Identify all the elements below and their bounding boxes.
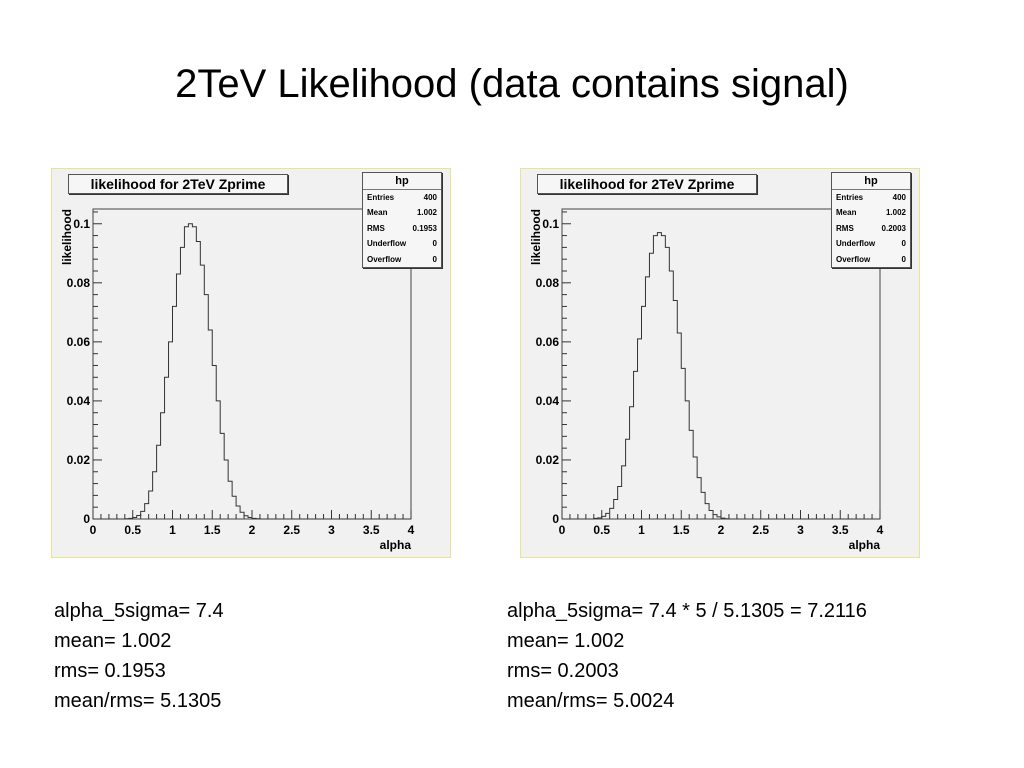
histogram-panel-left: 0 0.5 1 1.5 2 2.5 3 3.5 4 0 0.02 0.04 0.06 0.08 0.1 alp… xyxy=(51,168,451,558)
stats-row-overflow: Overflow 0 xyxy=(363,252,441,267)
stats-box: hp Entries 400 Mean 1.002 RMS 0.2003 Underf… xyxy=(831,172,911,268)
x-tick-label: 2 xyxy=(249,523,256,537)
stats-row-entries: Entries 400 xyxy=(832,190,910,205)
histogram-chart: 0 0.5 1 1.5 2 2.5 3 3.5 4 0 0.02 0.04 0.06 0.08 0.1 alp… xyxy=(529,208,884,552)
stats-value: 1.002 xyxy=(885,208,906,218)
notes-left: alpha_5sigma= 7.4 mean= 1.002 rms= 0.195… xyxy=(54,596,224,716)
stats-label: Mean xyxy=(367,208,388,218)
plot-title: likelihood for 2TeV Zprime xyxy=(537,174,757,194)
x-tick-label: 2.5 xyxy=(752,523,769,537)
x-tick-label: 0.5 xyxy=(593,523,610,537)
stats-value: 0 xyxy=(901,254,906,264)
stats-value: 0 xyxy=(432,254,437,264)
stats-value: 400 xyxy=(423,193,437,202)
stats-label: Entries xyxy=(836,193,864,202)
note-rms: rms= 0.1953 xyxy=(54,660,166,682)
x-tick-label: 0.5 xyxy=(124,523,141,537)
histogram-chart: 0 0.5 1 1.5 2 2.5 3 3.5 4 0 0.02 0.04 0.06 0.08 0.1 alp… xyxy=(60,208,415,552)
y-axis-label: likelihood xyxy=(529,209,543,265)
slide-title: 2TeV Likelihood (data contains signal) xyxy=(175,62,849,106)
histogram-panel-right: 0 0.5 1 1.5 2 2.5 3 3.5 4 0 0.02 0.04 0.06 0.08 0.1 alp… xyxy=(520,168,920,558)
x-tick-label: 3 xyxy=(328,523,335,537)
note-alpha-5sigma: alpha_5sigma= 7.4 xyxy=(54,600,224,622)
stats-value: 0 xyxy=(901,239,906,249)
y-tick-label: 0 xyxy=(552,512,559,526)
x-tick-label: 0 xyxy=(559,523,566,537)
y-tick-label: 0.02 xyxy=(67,453,91,467)
stats-value: 0.2003 xyxy=(881,223,906,233)
plot-frame xyxy=(561,208,881,520)
stats-box: hp Entries 400 Mean 1.002 RMS 0.1953 Underf… xyxy=(362,172,442,268)
y-tick-label: 0.04 xyxy=(67,394,91,408)
stats-row-underflow: Underflow 0 xyxy=(832,236,910,251)
note-mean: mean= 1.002 xyxy=(507,630,625,652)
note-mean-over-rms: mean/rms= 5.1305 xyxy=(54,690,222,712)
stats-row-entries: Entries 400 xyxy=(363,190,441,205)
y-tick-label: 0 xyxy=(83,512,90,526)
stats-title: hp xyxy=(832,173,910,190)
stats-label: RMS xyxy=(836,223,854,233)
stats-title: hp xyxy=(363,173,441,190)
y-axis-label: likelihood xyxy=(60,209,74,265)
stats-row-overflow: Overflow 0 xyxy=(832,252,910,267)
x-tick-label: 0 xyxy=(90,523,97,537)
note-rms: rms= 0.2003 xyxy=(507,660,619,682)
notes-right: alpha_5sigma= 7.4 * 5 / 5.1305 = 7.2116 … xyxy=(507,596,867,716)
x-tick-label: 4 xyxy=(877,523,884,537)
histogram-line xyxy=(562,232,880,520)
x-tick-label: 3.5 xyxy=(363,523,380,537)
stats-row-mean: Mean 1.002 xyxy=(832,205,910,220)
y-tick-label: 0.06 xyxy=(67,335,91,349)
y-tick-label: 0.06 xyxy=(536,335,560,349)
y-tick-label: 0.1 xyxy=(542,217,559,231)
stats-row-rms: RMS 0.1953 xyxy=(363,221,441,236)
plot-frame xyxy=(92,208,412,520)
x-tick-label: 1.5 xyxy=(673,523,690,537)
stats-label: Entries xyxy=(367,193,395,202)
y-tick-label: 0.1 xyxy=(73,217,90,231)
x-tick-label: 2.5 xyxy=(283,523,300,537)
y-tick-label: 0.04 xyxy=(536,394,560,408)
stats-value: 400 xyxy=(892,193,906,202)
stats-label: RMS xyxy=(367,223,385,233)
x-tick-label: 2 xyxy=(718,523,725,537)
x-tick-label: 1 xyxy=(638,523,645,537)
plot-title: likelihood for 2TeV Zprime xyxy=(68,174,288,194)
stats-row-underflow: Underflow 0 xyxy=(363,236,441,251)
x-axis-label: alpha xyxy=(849,538,881,552)
y-tick-label: 0.08 xyxy=(67,276,91,290)
stats-value: 0 xyxy=(432,239,437,249)
note-alpha-5sigma: alpha_5sigma= 7.4 * 5 / 5.1305 = 7.2116 xyxy=(507,600,867,622)
x-tick-label: 3.5 xyxy=(832,523,849,537)
stats-value: 0.1953 xyxy=(412,223,437,233)
stats-row-mean: Mean 1.002 xyxy=(363,205,441,220)
y-tick-label: 0.02 xyxy=(536,453,560,467)
x-tick-label: 3 xyxy=(797,523,804,537)
x-axis-label: alpha xyxy=(380,538,412,552)
stats-label: Overflow xyxy=(836,254,871,264)
stats-row-rms: RMS 0.2003 xyxy=(832,221,910,236)
stats-label: Underflow xyxy=(836,239,876,249)
x-tick-label: 4 xyxy=(408,523,415,537)
histogram-line xyxy=(93,223,411,520)
note-mean-over-rms: mean/rms= 5.0024 xyxy=(507,690,675,712)
y-tick-label: 0.08 xyxy=(536,276,560,290)
stats-label: Mean xyxy=(836,208,857,218)
x-tick-label: 1 xyxy=(169,523,176,537)
x-tick-label: 1.5 xyxy=(204,523,221,537)
stats-value: 1.002 xyxy=(416,208,437,218)
stats-label: Overflow xyxy=(367,254,402,264)
stats-label: Underflow xyxy=(367,239,407,249)
note-mean: mean= 1.002 xyxy=(54,630,172,652)
